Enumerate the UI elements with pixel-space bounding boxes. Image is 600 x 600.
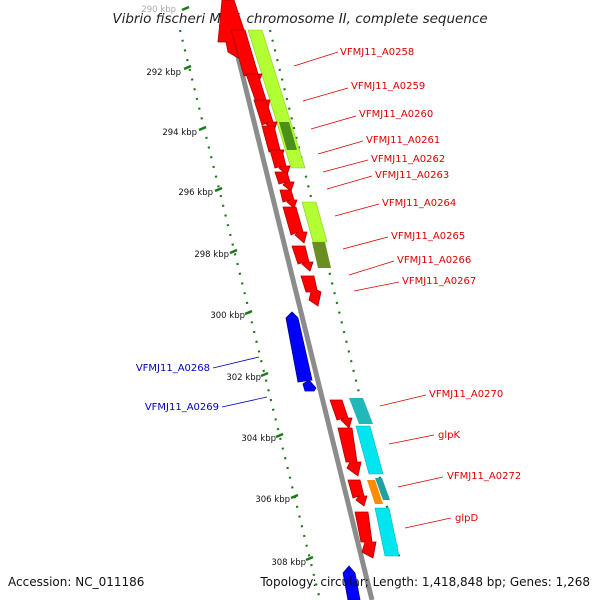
forward-gene-labels: VFMJ11_A0258 VFMJ11_A0259 VFMJ11_A0260 V… [340, 47, 521, 524]
leader-line [310, 115, 357, 130]
cog-bar [374, 507, 400, 557]
map-title: Vibrio fischeri MJ11 chromosome II, comp… [112, 11, 487, 27]
tick-label: 308 kbp [271, 558, 306, 568]
cds-arrow[interactable] [291, 245, 314, 272]
forward-cds-track [217, 0, 377, 559]
cog-bar [355, 425, 384, 475]
cds-arrow[interactable] [279, 189, 298, 209]
leader-line [326, 175, 373, 190]
cds-arrow[interactable] [282, 206, 308, 244]
cds-arrow[interactable] [354, 511, 377, 559]
tick-label: 292 kbp [146, 68, 181, 78]
scale-tick-labels: 290 kbp 292 kbp 294 kbp 296 kbp 298 kbp … [141, 5, 306, 568]
tick-label: 300 kbp [210, 311, 245, 321]
gene-label[interactable]: VFMJ11_A0264 [382, 198, 456, 209]
tick-mark [198, 125, 207, 132]
cds-arrow[interactable] [337, 427, 362, 477]
tick-label: 306 kbp [255, 495, 290, 505]
leader-line [293, 51, 339, 67]
cds-arrow[interactable] [300, 275, 322, 307]
leader-line [348, 260, 395, 276]
leader-line [404, 517, 452, 529]
cog-bar [375, 478, 390, 500]
gene-label[interactable]: VFMJ11_A0270 [429, 389, 503, 400]
leader-line [379, 394, 427, 407]
gene-label[interactable]: VFMJ11_A0258 [340, 47, 414, 58]
leader-line [302, 87, 349, 102]
tick-mark [244, 309, 253, 316]
cds-arrow[interactable] [274, 171, 295, 192]
reverse-gene-labels: VFMJ11_A0268 VFMJ11_A0269 [136, 363, 219, 413]
gene-label[interactable]: VFMJ11_A0266 [397, 255, 471, 266]
leader-line [388, 434, 435, 445]
cds-arrow[interactable] [342, 565, 361, 600]
gene-label[interactable]: VFMJ11_A0260 [359, 109, 433, 120]
scale-ticks [181, 5, 314, 562]
tick-mark [183, 64, 192, 71]
tick-mark [305, 555, 314, 562]
leader-line [212, 356, 260, 369]
leader-line [397, 476, 444, 488]
tick-label: 302 kbp [226, 373, 261, 383]
tick-label: 294 kbp [162, 128, 197, 138]
cog-bar [349, 398, 373, 424]
accession-text: Accession: NC_011186 [8, 575, 144, 589]
cog-bar [279, 122, 297, 150]
tick-mark [229, 248, 238, 255]
gene-label[interactable]: VFMJ11_A0267 [402, 276, 476, 287]
leader-line [221, 396, 268, 408]
tick-mark [275, 432, 284, 439]
scale-track-inner [268, 29, 402, 561]
tick-label: 304 kbp [241, 434, 276, 444]
gene-label[interactable]: glpD [455, 513, 478, 524]
tick-mark [214, 186, 223, 193]
gene-label[interactable]: VFMJ11_A0269 [145, 402, 219, 413]
cds-arrow[interactable] [302, 379, 317, 392]
gene-label[interactable]: VFMJ11_A0268 [136, 363, 210, 374]
gene-label[interactable]: glpK [438, 430, 460, 441]
leader-line [353, 281, 400, 292]
cog-bar [367, 480, 383, 504]
tick-mark [290, 493, 299, 500]
tick-label: 298 kbp [194, 250, 229, 260]
leader-line [317, 140, 364, 155]
tick-mark [260, 371, 269, 378]
gene-label[interactable]: VFMJ11_A0265 [391, 231, 465, 242]
cds-arrow[interactable] [285, 311, 313, 383]
forward-label-lines [293, 51, 452, 529]
tick-mark [181, 5, 190, 12]
summary-text: Topology: circular; Length: 1,418,848 bp… [259, 575, 590, 589]
leader-line [322, 159, 369, 173]
gene-label[interactable]: VFMJ11_A0262 [371, 154, 445, 165]
cog-bar [312, 242, 331, 268]
leader-line [342, 236, 389, 250]
cds-arrow[interactable] [347, 479, 368, 507]
tick-label: 296 kbp [178, 188, 213, 198]
gene-label[interactable]: VFMJ11_A0261 [366, 135, 440, 146]
leader-line [334, 203, 380, 217]
gene-label[interactable]: VFMJ11_A0263 [375, 170, 449, 181]
backbone-line [221, 0, 375, 600]
tick-label: 290 kbp [141, 5, 176, 15]
reverse-cds-track [285, 311, 361, 600]
cds-arrow[interactable] [329, 399, 353, 429]
reverse-label-lines [212, 356, 268, 408]
gene-label[interactable]: VFMJ11_A0272 [447, 471, 521, 482]
cog-bar [301, 201, 328, 243]
gene-label[interactable]: VFMJ11_A0259 [351, 81, 425, 92]
